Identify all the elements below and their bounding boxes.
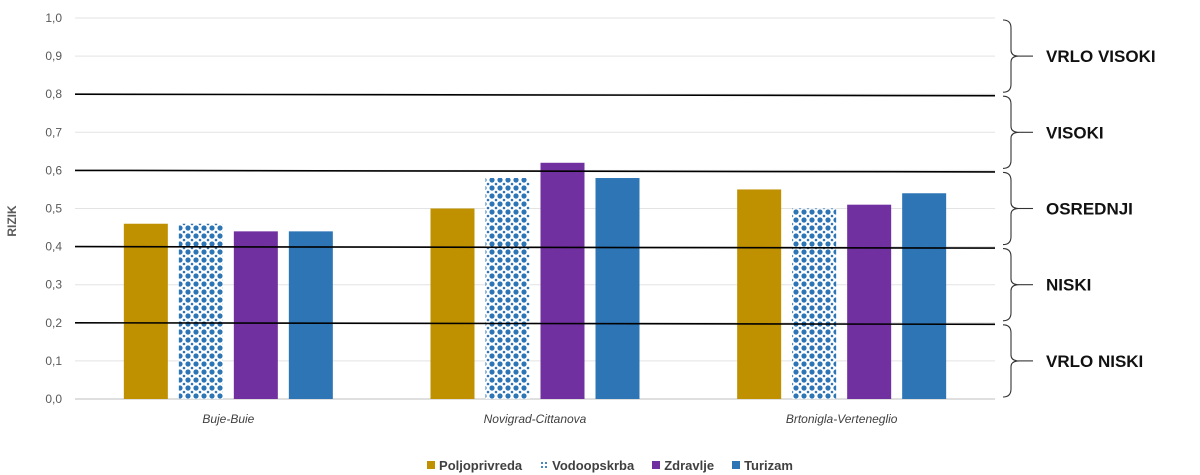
y-tick-label: 0,3 bbox=[45, 278, 62, 292]
legend-label: Vodoopskrba bbox=[552, 457, 635, 473]
band-brace bbox=[1002, 248, 1020, 322]
legend-swatch bbox=[427, 461, 436, 469]
bar-zdravlje-3 bbox=[847, 204, 892, 399]
legend-item-vodoopskrba: Vodoopskrba bbox=[540, 455, 634, 475]
threshold-lines bbox=[74, 93, 996, 326]
y-tick-label: 0,0 bbox=[45, 392, 62, 406]
bar-poljoprivreda-2 bbox=[430, 208, 475, 399]
y-axis-label: RIZIK bbox=[5, 205, 19, 237]
risk-bar-chart: 0,0 0,1 0,2 0,3 0,4 0,5 0,6 0,7 0,8 0,9 1,0 Buje-B… bbox=[5, 11, 1156, 426]
legend-label: Turizam bbox=[744, 457, 793, 473]
bar-turizam-1 bbox=[288, 231, 333, 399]
bar-zdravlje-2 bbox=[540, 162, 585, 399]
band-brace bbox=[1002, 324, 1020, 398]
legend-label: Zdravlje bbox=[664, 457, 715, 473]
y-tick-label: 1,0 bbox=[45, 11, 62, 25]
y-tick-label: 0,5 bbox=[45, 202, 62, 216]
threshold-line bbox=[74, 321, 996, 326]
y-tick-label: 0,9 bbox=[45, 49, 62, 63]
bar-turizam-2 bbox=[595, 178, 640, 399]
legend-item-turizam: Turizam bbox=[732, 455, 793, 475]
y-tick-label: 0,6 bbox=[45, 163, 62, 177]
bar-vodoopskrba-1 bbox=[178, 223, 223, 399]
legend: Poljoprivreda Vodoopskrba Zdravlje Turizam bbox=[0, 455, 1200, 475]
threshold-line bbox=[74, 93, 996, 97]
bar-turizam-3 bbox=[902, 193, 947, 399]
risk-band-label: VISOKI bbox=[1046, 123, 1104, 142]
legend-swatch bbox=[652, 461, 661, 469]
x-category-label: Brtonigla-Verteneglio bbox=[786, 412, 898, 426]
band-brace bbox=[1002, 95, 1020, 169]
bar-poljoprivreda-1 bbox=[123, 223, 168, 399]
y-tick-label: 0,1 bbox=[45, 354, 62, 368]
risk-band-label: OSREDNJI bbox=[1046, 200, 1133, 219]
threshold-line bbox=[74, 245, 996, 249]
risk-band-label: NISKI bbox=[1046, 276, 1091, 295]
band-brace bbox=[1002, 19, 1020, 93]
legend-item-poljoprivreda: Poljoprivreda bbox=[427, 455, 522, 475]
risk-band-label: VRLO NISKI bbox=[1046, 352, 1143, 371]
y-tick-label: 0,4 bbox=[45, 240, 62, 254]
threshold-line bbox=[74, 169, 996, 173]
legend-label: Poljoprivreda bbox=[439, 457, 523, 473]
bar-vodoopskrba-3 bbox=[792, 208, 837, 399]
risk-band-labels: VRLO VISOKI VISOKI OSREDNJI NISKI VRLO NISKI bbox=[1002, 19, 1156, 398]
bar-zdravlje-1 bbox=[233, 231, 278, 399]
legend-item-zdravlje: Zdravlje bbox=[652, 455, 714, 475]
band-brace bbox=[1002, 171, 1020, 246]
bar-vodoopskrba-2 bbox=[485, 178, 530, 399]
legend-swatch bbox=[540, 461, 549, 469]
x-axis-categories: Buje-Buie Novigrad-Cittanova Brtonigla-Ver… bbox=[202, 412, 897, 426]
y-axis-ticks: 0,0 0,1 0,2 0,3 0,4 0,5 0,6 0,7 0,8 0,9 1,0 bbox=[45, 11, 62, 406]
bars bbox=[123, 162, 947, 399]
x-category-label: Novigrad-Cittanova bbox=[484, 412, 587, 426]
y-tick-label: 0,7 bbox=[45, 125, 62, 139]
risk-band-label: VRLO VISOKI bbox=[1046, 47, 1156, 66]
y-tick-label: 0,2 bbox=[45, 316, 62, 330]
bar-poljoprivreda-3 bbox=[737, 189, 782, 399]
y-tick-label: 0,8 bbox=[45, 87, 62, 101]
x-category-label: Buje-Buie bbox=[202, 412, 254, 426]
legend-swatch bbox=[732, 461, 741, 469]
